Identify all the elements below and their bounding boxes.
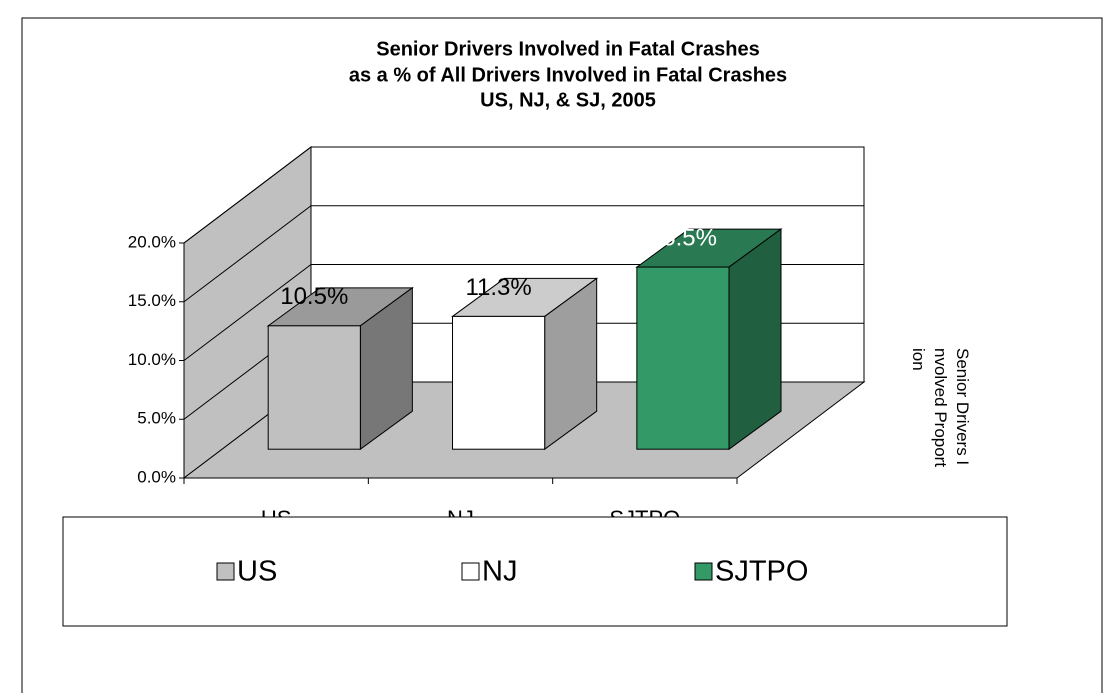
chart-title: US, NJ, & SJ, 2005: [480, 89, 656, 111]
y-tick-label: 15.0%: [128, 291, 176, 310]
legend-label: US: [237, 556, 277, 588]
data-label: 15.5%: [649, 224, 717, 251]
bar: [636, 266, 730, 450]
y-tick-label: 5.0%: [137, 409, 176, 428]
y-tick-label: 20.0%: [128, 232, 176, 251]
chart-title: as a % of All Drivers Involved in Fatal …: [349, 64, 787, 86]
chart-title: Senior Drivers Involved in Fatal Crashes: [376, 38, 759, 60]
legend-label: SJTPO: [715, 556, 808, 588]
legend-swatch: [694, 562, 713, 581]
legend-swatch: [216, 562, 235, 581]
series-axis-label: Senior Drivers Involved Proportion: [909, 348, 972, 468]
data-label: 11.3%: [465, 274, 531, 301]
y-tick-label: 0.0%: [137, 467, 176, 486]
legend-swatch: [461, 562, 480, 581]
y-tick-label: 10.0%: [128, 350, 176, 369]
legend-label: NJ: [482, 556, 517, 588]
legend-box: [62, 516, 1008, 627]
data-label: 10.5%: [280, 283, 348, 310]
bar-side: [728, 228, 782, 451]
bar: [452, 315, 546, 450]
grid-line: [183, 205, 864, 303]
bar: [267, 325, 361, 450]
grid-line: [183, 146, 864, 244]
